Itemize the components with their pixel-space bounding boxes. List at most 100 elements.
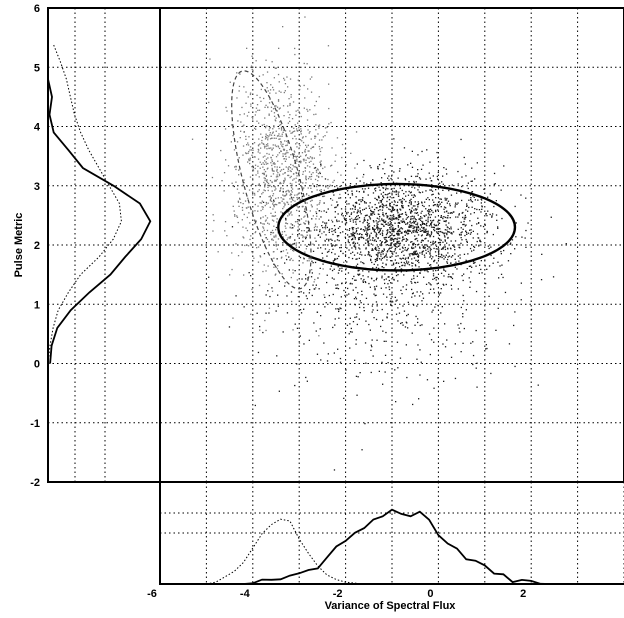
data-point [368, 237, 370, 239]
data-point [435, 228, 438, 230]
data-point [445, 220, 447, 222]
data-point [403, 220, 405, 222]
data-point [433, 260, 435, 262]
data-point [368, 251, 370, 254]
data-point [333, 469, 336, 471]
data-point [398, 228, 401, 230]
data-point [521, 236, 523, 238]
data-point [272, 193, 275, 195]
data-point [413, 227, 415, 229]
data-point [427, 271, 429, 273]
data-point [283, 129, 285, 132]
data-point [239, 73, 241, 75]
data-point [282, 105, 285, 107]
data-point [300, 128, 302, 130]
data-point [284, 282, 286, 284]
data-point [282, 331, 284, 333]
data-point [396, 204, 398, 207]
data-point [340, 246, 342, 249]
data-point [391, 293, 393, 295]
data-point [265, 294, 267, 296]
data-point [380, 253, 382, 255]
data-point [389, 244, 391, 247]
data-point [401, 206, 403, 209]
data-point [370, 259, 372, 262]
data-point [294, 124, 296, 126]
data-point [430, 339, 433, 341]
data-point [262, 223, 264, 225]
data-point [242, 236, 244, 238]
data-point [292, 137, 294, 140]
data-point [440, 272, 443, 274]
data-point [415, 259, 417, 262]
data-point [396, 238, 398, 241]
data-point [253, 142, 256, 144]
data-point [337, 266, 339, 268]
data-point [319, 230, 321, 233]
data-point [374, 246, 377, 249]
data-point [352, 204, 354, 206]
data-point [312, 163, 315, 165]
data-point [464, 216, 466, 218]
data-point [297, 296, 299, 298]
data-point [260, 100, 262, 102]
data-point [359, 220, 361, 223]
data-point [378, 247, 380, 250]
data-point [268, 283, 270, 285]
data-point [481, 206, 483, 208]
data-point [255, 220, 257, 222]
data-point [285, 217, 287, 220]
data-point [442, 248, 444, 250]
data-point [264, 117, 266, 119]
y-tick-label: 1 [34, 299, 40, 311]
data-point [355, 265, 358, 267]
data-point [433, 227, 435, 229]
data-point [257, 190, 259, 193]
data-point [442, 283, 444, 285]
data-point [301, 278, 303, 280]
data-point [313, 185, 316, 188]
data-point [301, 193, 303, 195]
data-point [448, 273, 450, 276]
data-point [422, 164, 424, 166]
data-point [432, 242, 434, 244]
data-point [224, 128, 227, 130]
data-point [359, 300, 361, 302]
data-point [382, 383, 384, 385]
data-point [410, 203, 412, 206]
data-point [448, 255, 451, 257]
data-point [377, 237, 379, 240]
data-point [282, 236, 284, 238]
data-point [463, 218, 465, 220]
data-point [401, 251, 403, 253]
data-point [422, 240, 424, 242]
data-point [373, 208, 376, 211]
data-point [317, 175, 320, 178]
data-point [385, 340, 387, 342]
data-point [347, 239, 349, 241]
data-point [374, 260, 377, 263]
data-point [382, 207, 384, 209]
data-point [250, 275, 252, 277]
data-point [316, 185, 318, 188]
data-point [421, 239, 423, 241]
data-point [464, 214, 466, 217]
data-point [417, 260, 419, 262]
data-point [358, 203, 361, 205]
data-point [404, 258, 406, 260]
data-point [355, 196, 357, 198]
data-point [402, 220, 404, 222]
data-point [486, 232, 488, 234]
data-point [340, 250, 342, 252]
data-point [349, 208, 352, 210]
data-point [411, 282, 413, 284]
data-point [296, 160, 298, 162]
data-point [230, 141, 232, 143]
data-point [307, 187, 309, 189]
data-point [424, 244, 426, 246]
data-point [260, 217, 262, 219]
x-tick-label: -2 [333, 588, 343, 600]
data-point [444, 346, 447, 348]
data-point [339, 361, 342, 363]
data-point [260, 222, 262, 224]
